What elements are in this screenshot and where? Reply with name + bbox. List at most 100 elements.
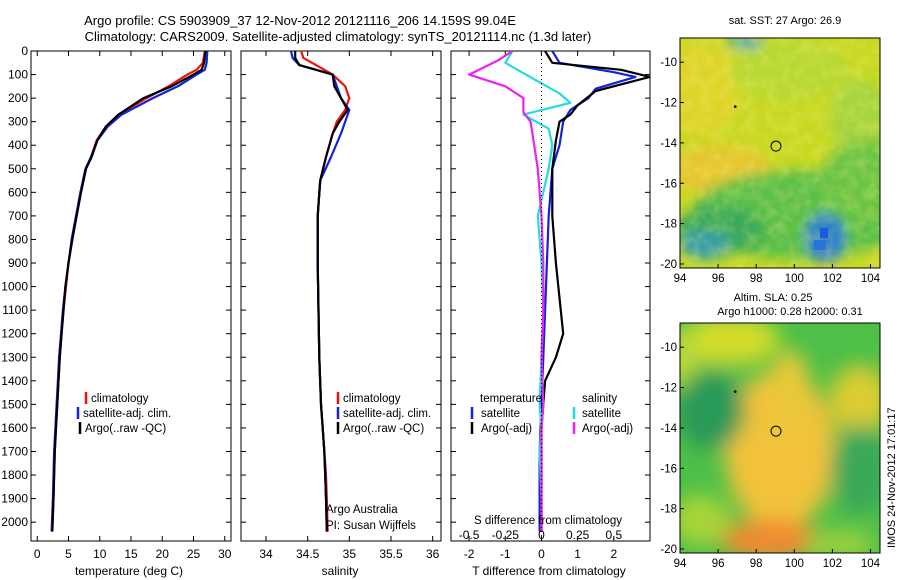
depth-label: 1100 [2,303,28,317]
series-line [294,51,349,532]
series-line [51,51,207,532]
header-line-2: Climatology: CARS2009. Satellite-adjuste… [85,29,592,44]
series-line [540,51,650,532]
y-tick-label: -12 [660,383,677,395]
legend-group-title-temperature: temperature [480,393,542,405]
argo-position-circle [770,425,782,437]
series-line [50,51,209,532]
depth-label: 1800 [1,468,28,482]
x-tick-label: 30 [218,547,232,561]
x-tick-label: 94 [674,558,687,570]
depth-label: 1500 [1,397,28,411]
imos-timestamp-label: IMOS 24-Nov-2012 17:01:17 [886,407,898,548]
x-tick-label: 98 [750,558,763,570]
sla-heatmap [680,323,880,553]
secondary-tick-label: -0.5 [459,528,480,542]
salinity-legend: climatology satellite-adj. clim. Argo(..… [326,392,431,532]
salinity-difference-tick-labels: -0.5 -0.25 0 0.25 0.5 [459,528,623,542]
x-tick-label: 94 [674,273,687,285]
difference-legend: temperature satellite Argo(-adj) salinit… [470,393,633,435]
sla-map-title: Altim. SLA: 0.25 [734,292,813,304]
y-tick-label: -10 [660,57,677,69]
x-tick-label: -2 [464,547,475,561]
sst-map-title: sat. SST: 27 Argo: 26.9 [729,15,842,27]
legend-label: satellite [582,408,621,420]
legend-label: satellite-adj. clim. [343,408,431,420]
legend-label: Argo(..raw -QC) [85,423,166,435]
annotation-argo-australia: Argo Australia [326,504,398,516]
x-tick-label: 98 [750,273,763,285]
sst-heatmap [680,38,880,268]
series-line [538,51,637,532]
temperature-xlabel: temperature (deg C) [75,564,183,578]
depth-label: 1300 [1,350,28,364]
temperature-legend: climatology satellite-adj. clim. Argo(..… [76,392,171,435]
difference-series [468,51,650,541]
secondary-tick-label: 0 [538,528,545,542]
y-tick-label: -12 [660,98,677,110]
x-tick-label: 5 [65,547,72,561]
legend-label: satellite-adj. clim. [83,408,171,420]
sst-map-frame [679,37,881,269]
x-tick-label: 35.5 [379,547,403,561]
annotation-pi: PI: Susan Wijffels [326,520,416,532]
depth-label: 1400 [1,374,28,388]
temperature-axes [30,50,232,542]
x-tick-label: 35 [343,547,357,561]
legend-label: Argo(-adj) [582,423,633,435]
x-tick-label: 104 [861,558,881,570]
x-tick-label: 0 [34,547,41,561]
x-tick-label: 36 [426,547,440,561]
x-tick-label: 100 [785,558,804,570]
depth-label: 1200 [1,327,28,341]
series-line [289,51,351,532]
x-tick-label: 102 [823,273,842,285]
sla-map-frame [679,322,881,554]
depth-label: 100 [8,68,28,82]
temperature-series [50,51,209,532]
depth-label: 1700 [1,444,28,458]
depth-label: 200 [8,91,28,105]
depth-label: 1900 [1,492,28,506]
difference-xlabel: T difference from climatology [472,564,626,578]
difference-ticks: -2 -1 0 1 2 [451,50,650,561]
legend-label: satellite [481,408,520,420]
y-tick-label: -16 [660,178,677,190]
header-line-1: Argo profile: CS 5903909_37 12-Nov-2012 … [84,13,516,28]
sla-map-subtitle: Argo h1000: 0.28 h2000: 0.31 [717,306,863,318]
legend-label: Argo(..raw -QC) [343,423,424,435]
x-tick-label: 96 [712,558,725,570]
salinity-ticks: 34 34.5 35 35.5 36 [241,50,441,561]
previous-position-dot [733,390,737,393]
x-tick-label: 10 [93,547,107,561]
series-line [51,51,206,532]
difference-top-label: S difference from climatology [474,515,622,527]
depth-label: 700 [8,209,28,223]
sla-map-markers [733,390,782,437]
y-tick-label: -18 [660,504,677,516]
legend-group-title-salinity: salinity [582,393,617,405]
x-tick-label: 96 [712,273,725,285]
depth-label: 1000 [1,280,28,294]
x-tick-label: 2 [610,547,617,561]
y-tick-label: -14 [660,423,677,435]
depth-tick-labels: 0 100 200 300 400 500 600 700 800 900 1000 1100 1200… [1,44,28,529]
y-tick-label: -20 [660,259,677,271]
series-line [504,51,572,532]
difference-axes [450,50,651,542]
depth-label: 900 [8,256,28,270]
secondary-tick-label: 0.25 [566,528,590,542]
x-tick-label: 104 [861,273,881,285]
salinity-series [289,51,351,532]
y-tick-label: -18 [660,219,677,231]
x-tick-label: 1 [574,547,581,561]
x-tick-label: 15 [124,547,138,561]
sst-map-markers [733,105,782,152]
depth-label: 500 [8,162,28,176]
sst-map-ticks: 94 96 98 100 102 104 -10 -12 -14 -16 -18 -20 [660,57,880,285]
series-line [468,51,545,532]
x-tick-label: 34 [259,547,273,561]
x-tick-label: 0 [538,547,545,561]
x-tick-label: 100 [785,273,804,285]
